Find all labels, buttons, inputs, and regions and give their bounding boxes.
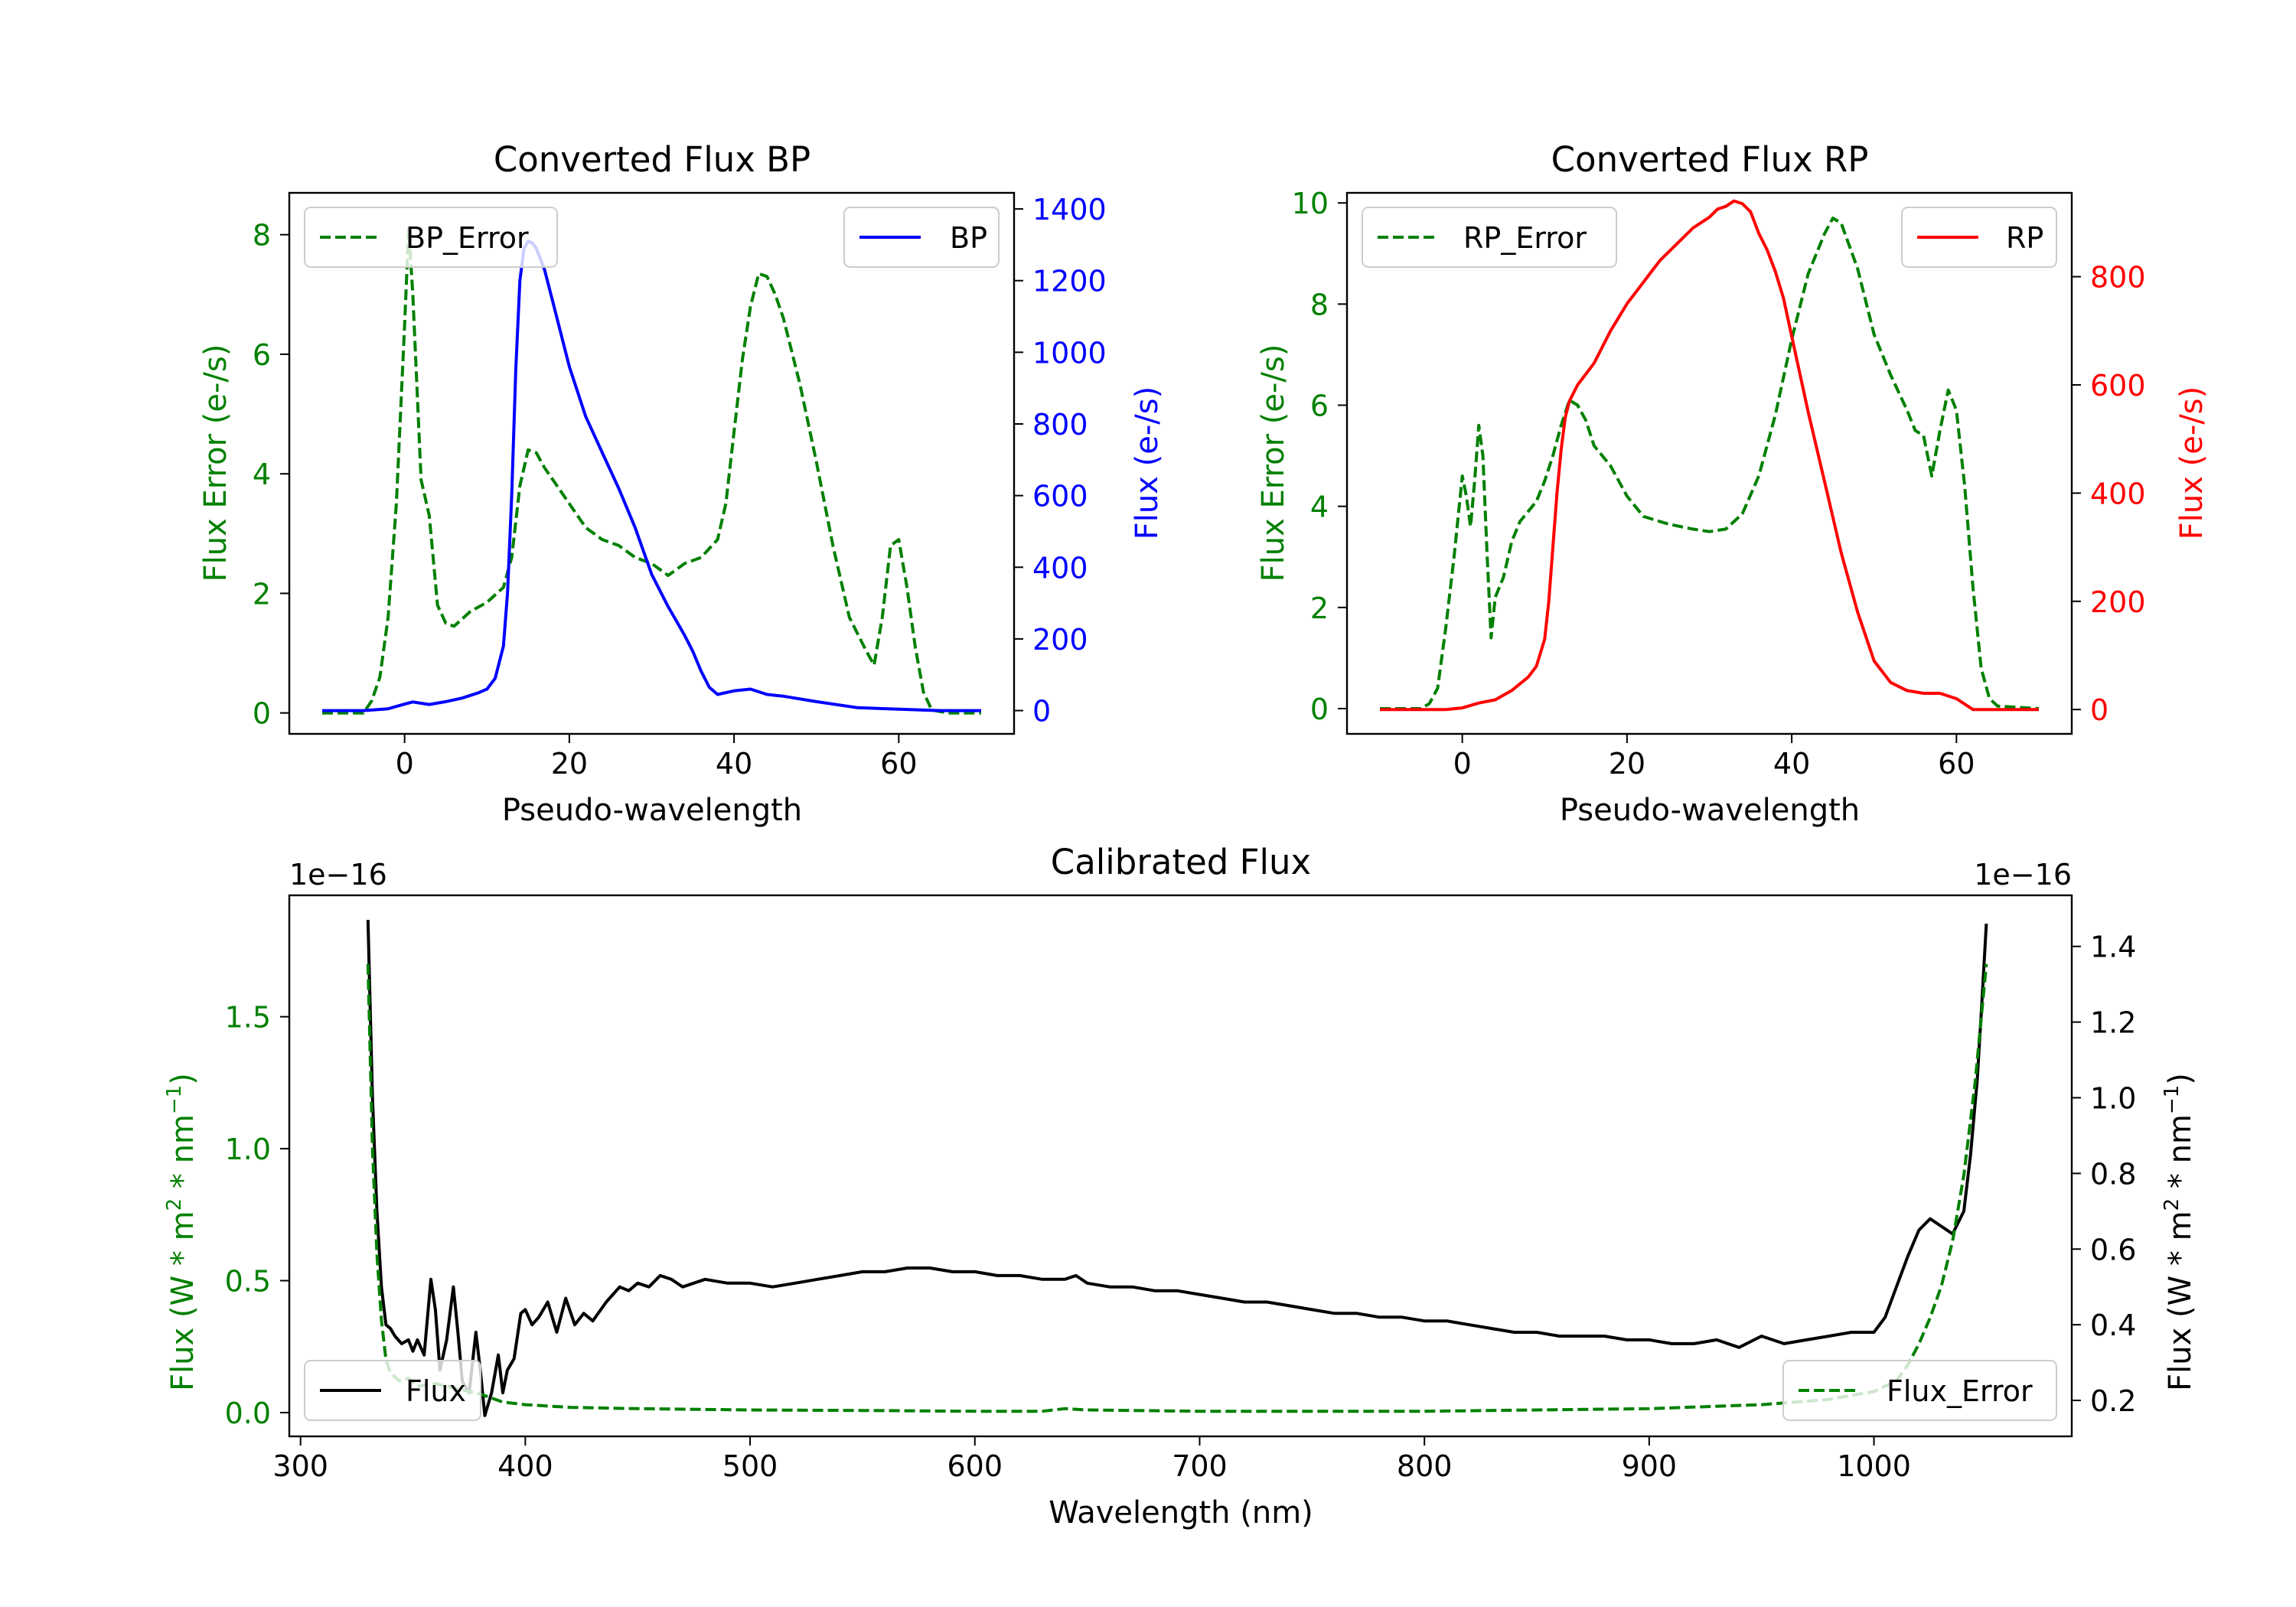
legend-label-flux-error: Flux_Error [1887,1374,2033,1408]
left-y-tick-label: 0 [1310,693,1329,726]
x-tick-label: 500 [722,1449,778,1483]
left-y-axis-label: Flux Error (e-/s) [1256,344,1291,582]
left-y-tick-label: 8 [253,219,271,253]
x-tick-label: 400 [497,1449,553,1483]
x-tick-label: 1000 [1837,1449,1911,1483]
left-y-tick-label: 0.5 [225,1265,271,1299]
series-line-rp [1380,199,2039,712]
left-y-axis-label: Flux Error (e-/s) [198,344,233,582]
left-y-tick-label: 2 [1310,592,1329,625]
legend-left: Flux [304,1360,481,1421]
x-tick-label: 900 [1622,1449,1678,1483]
legend-label-flux: Flux [406,1374,466,1408]
legend-box [1782,1360,2057,1421]
right-y-tick-label: 0.2 [2090,1384,2136,1418]
x-axis-label: Pseudo-wavelength [502,793,802,828]
right-y-tick-label: 0 [1032,695,1051,729]
left-y-tick-label: 0 [253,697,271,731]
x-tick-label: 40 [716,747,752,781]
legend-right: Flux_Error [1782,1360,2057,1421]
legend-right: BP [843,207,1000,268]
legend-label-bp-error: BP_Error [406,221,529,255]
right-y-tick-label: 0 [2090,693,2108,727]
right-y-tick-label: 1000 [1032,336,1107,370]
right-y-tick-label: 600 [1032,480,1088,513]
right-y-tick-label: 800 [1032,408,1088,442]
right-scale-label: 1e−16 [1974,858,2072,892]
x-tick-label: 0 [1453,747,1472,781]
left-y-tick-label: 0.0 [225,1397,271,1430]
left-scale-label: 1e−16 [289,858,387,892]
x-tick-label: 20 [551,747,588,781]
legend-right: RP [1901,207,2057,268]
right-y-tick-label: 200 [1032,623,1088,657]
left-y-tick-label: 2 [253,577,271,611]
left-y-tick-label: 8 [1310,288,1329,321]
axes-frame [288,191,1016,735]
right-y-tick-label: 0.8 [2090,1157,2136,1191]
left-y-tick-label: 1.0 [225,1133,271,1166]
legend-label-rp: RP [2006,221,2043,255]
right-y-axis-label: Flux (e-/s) [2174,386,2210,539]
legend-box [1901,207,2057,268]
right-y-tick-label: 1.4 [2090,931,2136,964]
x-tick-label: 300 [272,1449,328,1483]
x-tick-label: 800 [1397,1449,1453,1483]
right-y-tick-label: 0.6 [2090,1233,2136,1266]
right-y-tick-label: 0.4 [2090,1309,2136,1342]
x-tick-label: 60 [880,747,917,781]
chart-title: Calibrated Flux [1051,842,1311,882]
legend-label-bp: BP [950,221,987,255]
series-line-rp-error [1380,217,2040,710]
panel-converted-flux-rp: Converted Flux RP 0 20 40 60024681002004006… [1256,139,2210,828]
right-y-tick-label: 800 [2090,261,2146,295]
right-y-tick-label: 1.0 [2090,1082,2136,1116]
legend-box [304,207,558,268]
series-line-bp [322,240,981,712]
left-y-tick-label: 10 [1292,187,1329,220]
legend-label-rp-error: RP_Error [1463,221,1587,255]
right-y-tick-label: 1200 [1032,265,1107,298]
x-tick-label: 20 [1609,747,1645,781]
legend-box [304,1360,481,1421]
left-y-tick-label: 4 [1310,491,1329,524]
axes-frame [288,894,2073,1438]
legend-left: BP_Error [304,207,558,268]
left-y-tick-label: 6 [253,338,271,372]
x-tick-label: 700 [1172,1449,1228,1483]
x-tick-label: 40 [1773,747,1810,781]
right-y-tick-label: 200 [2090,585,2146,619]
x-tick-label: 0 [396,747,414,781]
right-y-tick-label: 400 [1032,551,1088,585]
panel-converted-flux-bp: Converted Flux BP 0 20 40 60024680200400600… [198,139,1165,828]
chart-title: Converted Flux RP [1551,139,1869,180]
series-line-bp-error [322,227,981,715]
x-tick-label: 60 [1938,747,1975,781]
right-y-axis-label: Flux (W * m2 * nm−1) [2161,1073,2198,1391]
right-y-axis-label: Flux (e-/s) [1130,386,1165,539]
right-y-tick-label: 600 [2090,369,2146,403]
x-axis-label: Wavelength (nm) [1049,1495,1313,1530]
left-y-tick-label: 1.5 [225,1001,271,1035]
axes-frame [1345,191,2073,735]
legend-box [1362,207,1617,268]
legend-left: RP_Error [1362,207,1617,268]
right-y-tick-label: 1400 [1032,193,1107,227]
left-y-axis-label: Flux (W * m2 * nm−1) [163,1073,201,1391]
chart-title: Converted Flux BP [494,139,810,180]
panel-calibrated-flux: Calibrated Flux 300 400 500 600 700 800 900 100… [163,842,2198,1530]
right-y-tick-label: 400 [2090,477,2146,510]
x-tick-label: 600 [947,1449,1003,1483]
right-y-tick-label: 1.2 [2090,1006,2136,1040]
x-axis-label: Pseudo-wavelength [1560,793,1860,828]
left-y-tick-label: 4 [253,458,271,491]
legend-box [843,207,1000,268]
left-y-tick-label: 6 [1310,390,1329,423]
